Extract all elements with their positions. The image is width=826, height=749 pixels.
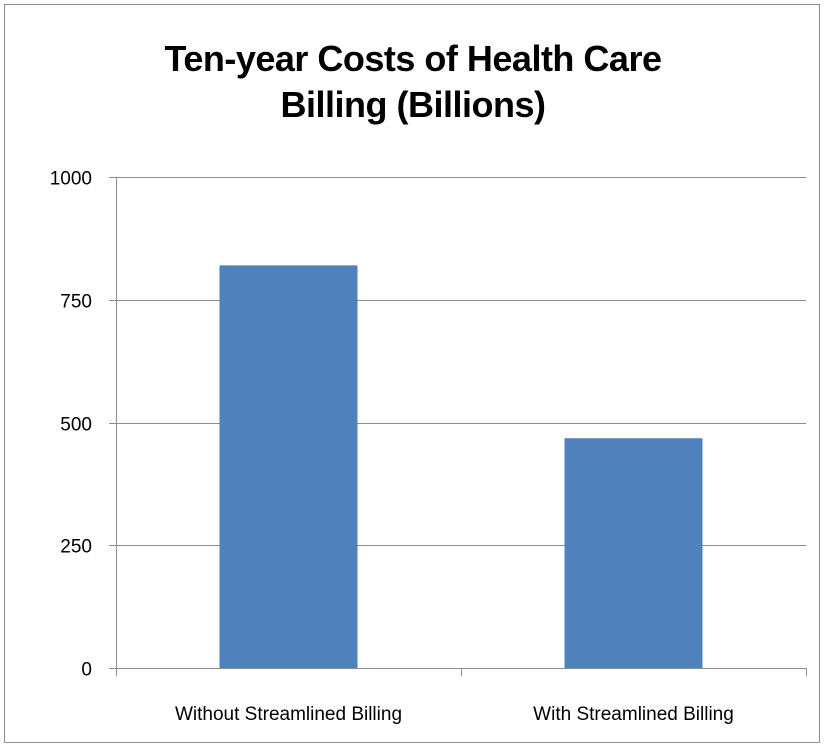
y-tick-label: 0 [81, 660, 92, 681]
y-tick-label: 250 [60, 537, 92, 558]
bar [219, 265, 358, 668]
y-tick-label: 1000 [50, 169, 92, 190]
y-tick-label: 500 [60, 415, 92, 436]
bar [564, 438, 703, 668]
x-category-label: With Streamlined Billing [533, 704, 734, 725]
y-tick-labels: 0 250 500 750 1000 [50, 169, 92, 681]
x-category-label: Without Streamlined Billing [175, 704, 402, 725]
chart-title: Ten-year Costs of Health Care Billing (Bi… [164, 38, 662, 125]
axes [109, 177, 807, 676]
x-category-labels: Without Streamlined Billing With Streamli… [175, 704, 734, 725]
bars [219, 265, 703, 668]
y-tick-label: 750 [60, 292, 92, 313]
